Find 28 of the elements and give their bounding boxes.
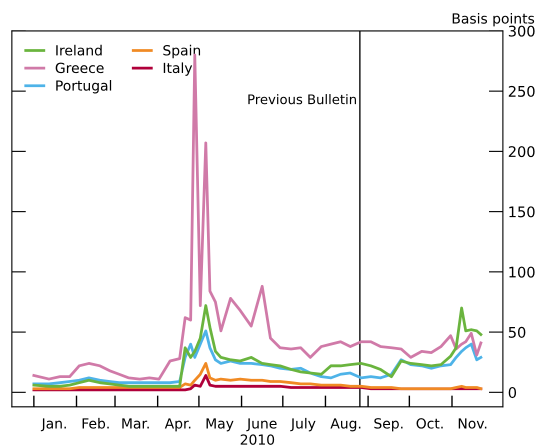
line-series	[32, 362, 482, 390]
y-tick-label: 250	[508, 86, 535, 97]
legend-label: Portugal	[56, 80, 112, 94]
y-tick-label: 300	[508, 26, 535, 37]
x-tick-label: Apr.	[164, 418, 190, 432]
y-tick-label: 0	[508, 387, 516, 398]
x-tick-label: July	[290, 418, 316, 432]
ref-line-label: Previous Bulletin	[248, 94, 356, 104]
legend-label: Greece	[56, 62, 104, 74]
x-tick-label: Aug.	[330, 418, 360, 432]
x-tick-label: Mar.	[122, 418, 149, 429]
x-tick-label: June	[246, 418, 277, 432]
x-tick-label: Oct.	[416, 418, 443, 429]
x-tick-label: Jan.	[40, 418, 66, 432]
legend-label: Ireland	[56, 44, 102, 56]
x-tick-label: Nov.	[458, 418, 486, 429]
x-axis-title: 2010	[240, 434, 274, 445]
y-axis-title: Basis points	[452, 12, 534, 26]
x-tick-label: May	[206, 418, 234, 432]
legend-label: Spain	[163, 44, 200, 58]
y-tick-label: 150	[509, 206, 535, 218]
x-tick-label: Feb.	[82, 418, 109, 429]
line-series	[32, 304, 482, 388]
y-tick-label: 200	[508, 146, 535, 158]
y-tick-label: 50	[508, 326, 526, 338]
y-tick-label: 100	[509, 266, 535, 278]
x-tick-label: Sep.	[374, 418, 403, 432]
legend-label: Italy	[164, 62, 192, 76]
